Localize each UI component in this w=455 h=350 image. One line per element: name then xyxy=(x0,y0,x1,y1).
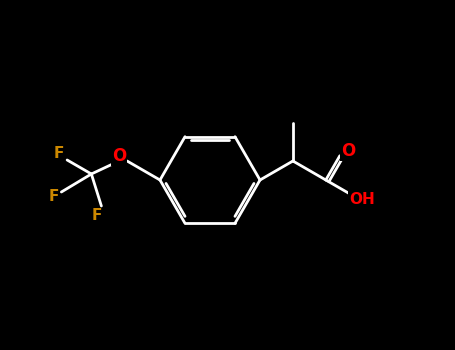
Text: F: F xyxy=(91,209,101,224)
Text: F: F xyxy=(48,189,59,204)
Text: O: O xyxy=(341,142,355,160)
Text: OH: OH xyxy=(349,191,375,206)
Text: O: O xyxy=(112,147,126,165)
Text: F: F xyxy=(54,147,64,161)
